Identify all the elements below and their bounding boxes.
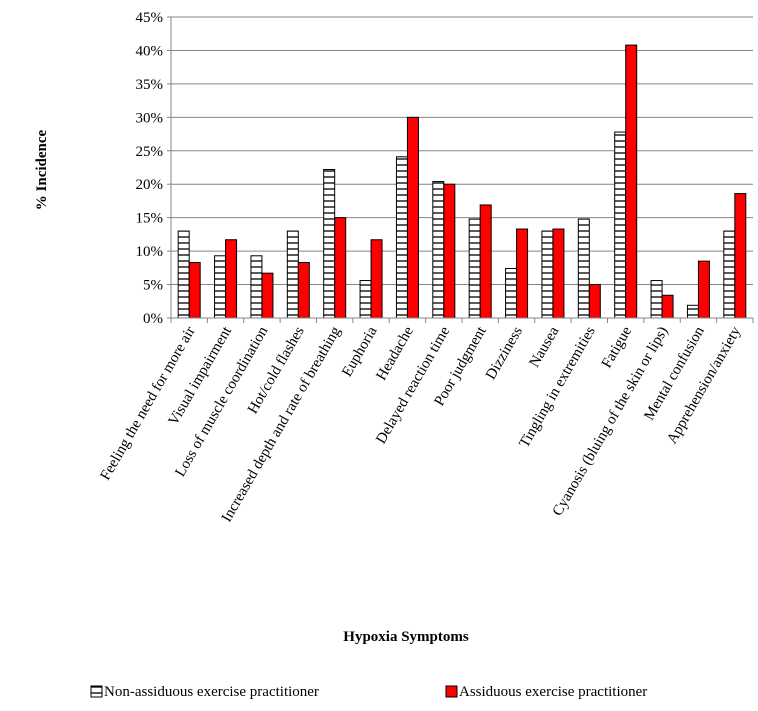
x-tick-label: Fatigue: [599, 324, 636, 371]
bar-non-assiduous: [468, 218, 481, 319]
legend-item-non-assiduous: Non-assiduous exercise practitioner: [90, 684, 319, 700]
bar-assiduous: [370, 239, 383, 319]
gridlines: [171, 16, 753, 286]
y-tick-labels: 0% 5% 10% 15% 20% 25% 30% 35% 40% 45%: [136, 10, 164, 327]
y-tick-label: 15%: [136, 211, 164, 227]
x-axis-title: Hypoxia Symptoms: [343, 629, 469, 645]
bar-non-assiduous: [395, 156, 408, 319]
y-tick-label: 45%: [136, 10, 164, 26]
bar-non-assiduous: [505, 268, 518, 319]
bar-assiduous: [479, 204, 492, 319]
legend: Non-assiduous exercise practitioner Assi…: [90, 684, 647, 700]
bar-assiduous: [625, 44, 638, 319]
bar-assiduous: [188, 261, 201, 319]
bar-assiduous: [552, 228, 565, 319]
y-tick-label: 5%: [143, 278, 163, 294]
legend-item-assiduous: Assiduous exercise practitioner: [445, 684, 647, 700]
y-tick-label: 25%: [136, 144, 164, 160]
bar-non-assiduous: [686, 304, 699, 319]
bar-assiduous: [406, 116, 419, 319]
legend-swatch-assiduous: [445, 685, 458, 698]
bar-non-assiduous: [214, 255, 227, 319]
bar-assiduous: [334, 217, 347, 319]
bar-non-assiduous: [650, 280, 663, 319]
bar-assiduous: [516, 228, 529, 319]
x-tick-label: Tingling in extremities: [516, 324, 598, 451]
bar-non-assiduous: [614, 131, 627, 319]
bar-non-assiduous: [541, 230, 554, 319]
bar-assiduous: [734, 193, 747, 319]
bar-assiduous: [661, 294, 674, 319]
y-tick-label: 35%: [136, 77, 164, 93]
bar-non-assiduous: [286, 230, 299, 319]
bar-assiduous: [588, 284, 601, 319]
y-tick-label: 10%: [136, 244, 164, 260]
legend-label-assiduous: Assiduous exercise practitioner: [459, 684, 647, 700]
bar-non-assiduous: [250, 255, 263, 319]
bar-assiduous: [297, 261, 310, 319]
bar-non-assiduous: [577, 218, 590, 319]
y-tick-label: 30%: [136, 110, 164, 126]
bar-non-assiduous: [432, 181, 445, 319]
bar-assiduous: [225, 239, 238, 319]
bar-non-assiduous: [359, 280, 372, 319]
y-tick-label: 20%: [136, 177, 164, 193]
bar-assiduous: [261, 272, 274, 319]
y-tick-label: 40%: [136, 43, 164, 59]
bar-non-assiduous: [723, 230, 736, 319]
bars: [177, 44, 747, 319]
bar-non-assiduous: [177, 230, 190, 319]
y-axis-title: % Incidence: [34, 129, 50, 210]
y-tick-label: 0%: [143, 311, 163, 327]
bar-assiduous: [443, 183, 456, 319]
axes: [167, 16, 754, 323]
bar-assiduous: [697, 260, 710, 319]
x-tick-label: Nausea: [526, 324, 562, 371]
x-tick-label: Euphoria: [339, 324, 381, 380]
legend-label-non-assiduous: Non-assiduous exercise practitioner: [104, 684, 319, 700]
x-tick-label: Dizziness: [483, 324, 526, 383]
legend-swatch-non-assiduous: [90, 685, 103, 698]
bar-non-assiduous: [323, 169, 336, 319]
